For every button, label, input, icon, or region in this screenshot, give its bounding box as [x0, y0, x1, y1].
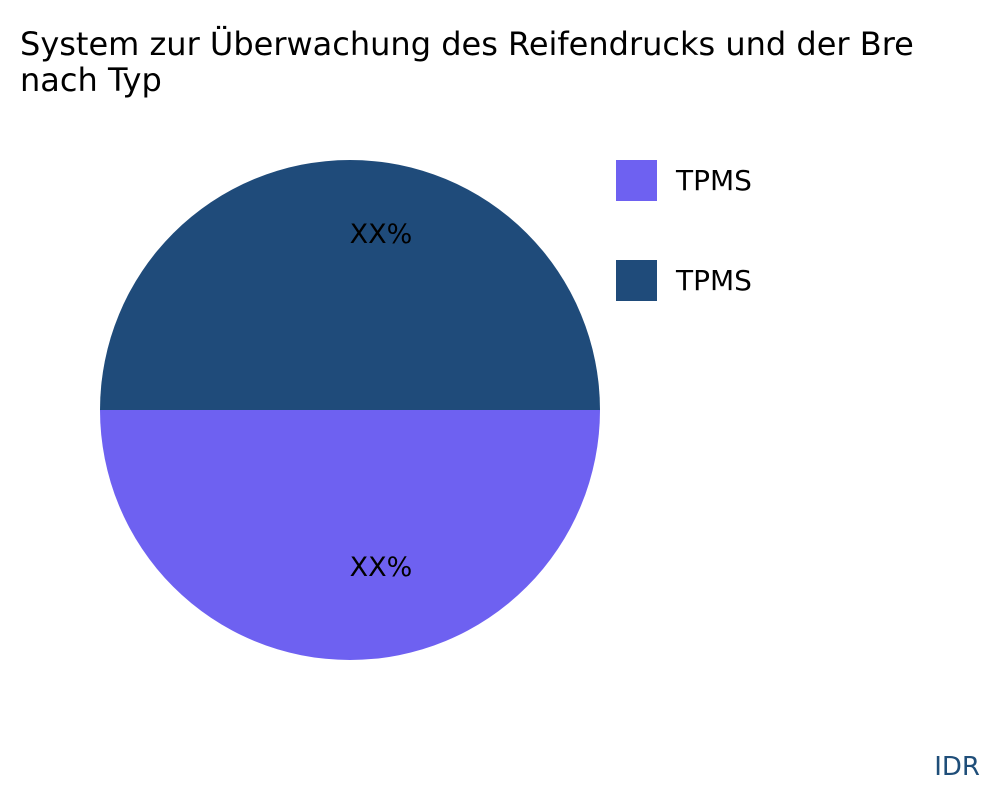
watermark-logo: IDR [934, 752, 980, 782]
legend-label-1: TPMS [676, 164, 752, 197]
chart-title-line-1: System zur Überwachung des Reifendrucks … [20, 25, 914, 63]
pie-slice-bottom-label: XX% [350, 552, 413, 583]
legend-label-2: TPMS [676, 264, 752, 297]
legend-swatch-2 [616, 260, 657, 301]
chart-title: System zur Überwachung des Reifendrucks … [20, 26, 1000, 98]
chart-title-line-2: nach Typ [20, 61, 162, 99]
legend-item-1[interactable]: TPMS [616, 160, 752, 201]
pie-slice-top [100, 160, 600, 410]
pie-slice-bottom [100, 410, 600, 660]
legend-swatch-1 [616, 160, 657, 201]
legend-item-2[interactable]: TPMS [616, 260, 752, 301]
pie-slice-top-label: XX% [350, 219, 413, 250]
